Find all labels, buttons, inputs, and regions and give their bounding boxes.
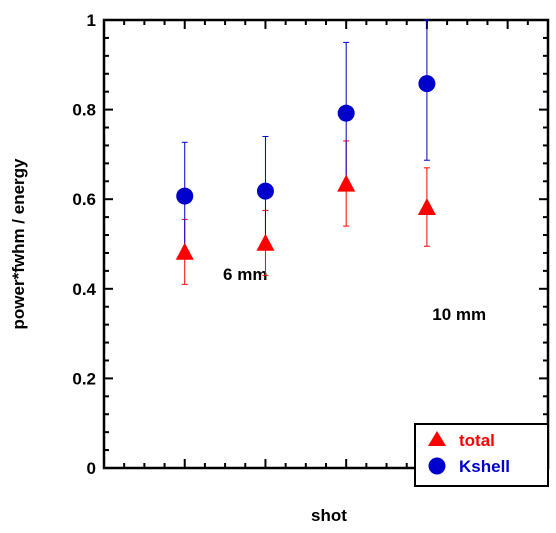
x-axis-title: shot: [311, 506, 347, 525]
y-tick-label: 0.8: [72, 101, 96, 120]
annotations: 6 mm 10 mm: [223, 265, 486, 324]
axes: [102, 18, 550, 470]
y-axis-title: power*fwhm / energy: [9, 158, 28, 330]
annotation-label: 10 mm: [432, 305, 486, 324]
data-point-kshell: [256, 182, 274, 200]
legend: total Kshell: [414, 423, 549, 487]
data-point-kshell: [337, 104, 355, 122]
legend-kshell-marker: [428, 457, 446, 475]
legend-kshell-label: Kshell: [459, 457, 510, 476]
y-tick-labels: 0 0.2 0.4 0.6 0.8 1: [72, 11, 96, 478]
y-tick-label: 0.6: [72, 190, 96, 209]
y-tick-label: 0.2: [72, 369, 96, 388]
plot-frame: [102, 18, 550, 470]
data-markers: [175, 75, 436, 260]
data-point-kshell: [176, 187, 194, 205]
y-tick-label: 1: [87, 11, 96, 30]
y-tick-label: 0.4: [72, 280, 96, 299]
y-tick-label: 0: [87, 459, 96, 478]
legend-total-label: total: [459, 431, 495, 450]
data-point-total: [175, 242, 194, 260]
data-point-total: [417, 197, 436, 215]
annotation-label: 6 mm: [223, 265, 267, 284]
data-point-total: [256, 233, 275, 251]
error-bars: [181, 19, 430, 285]
legend-total-marker: [428, 431, 446, 446]
data-point-kshell: [418, 75, 436, 93]
data-point-total: [337, 174, 356, 192]
